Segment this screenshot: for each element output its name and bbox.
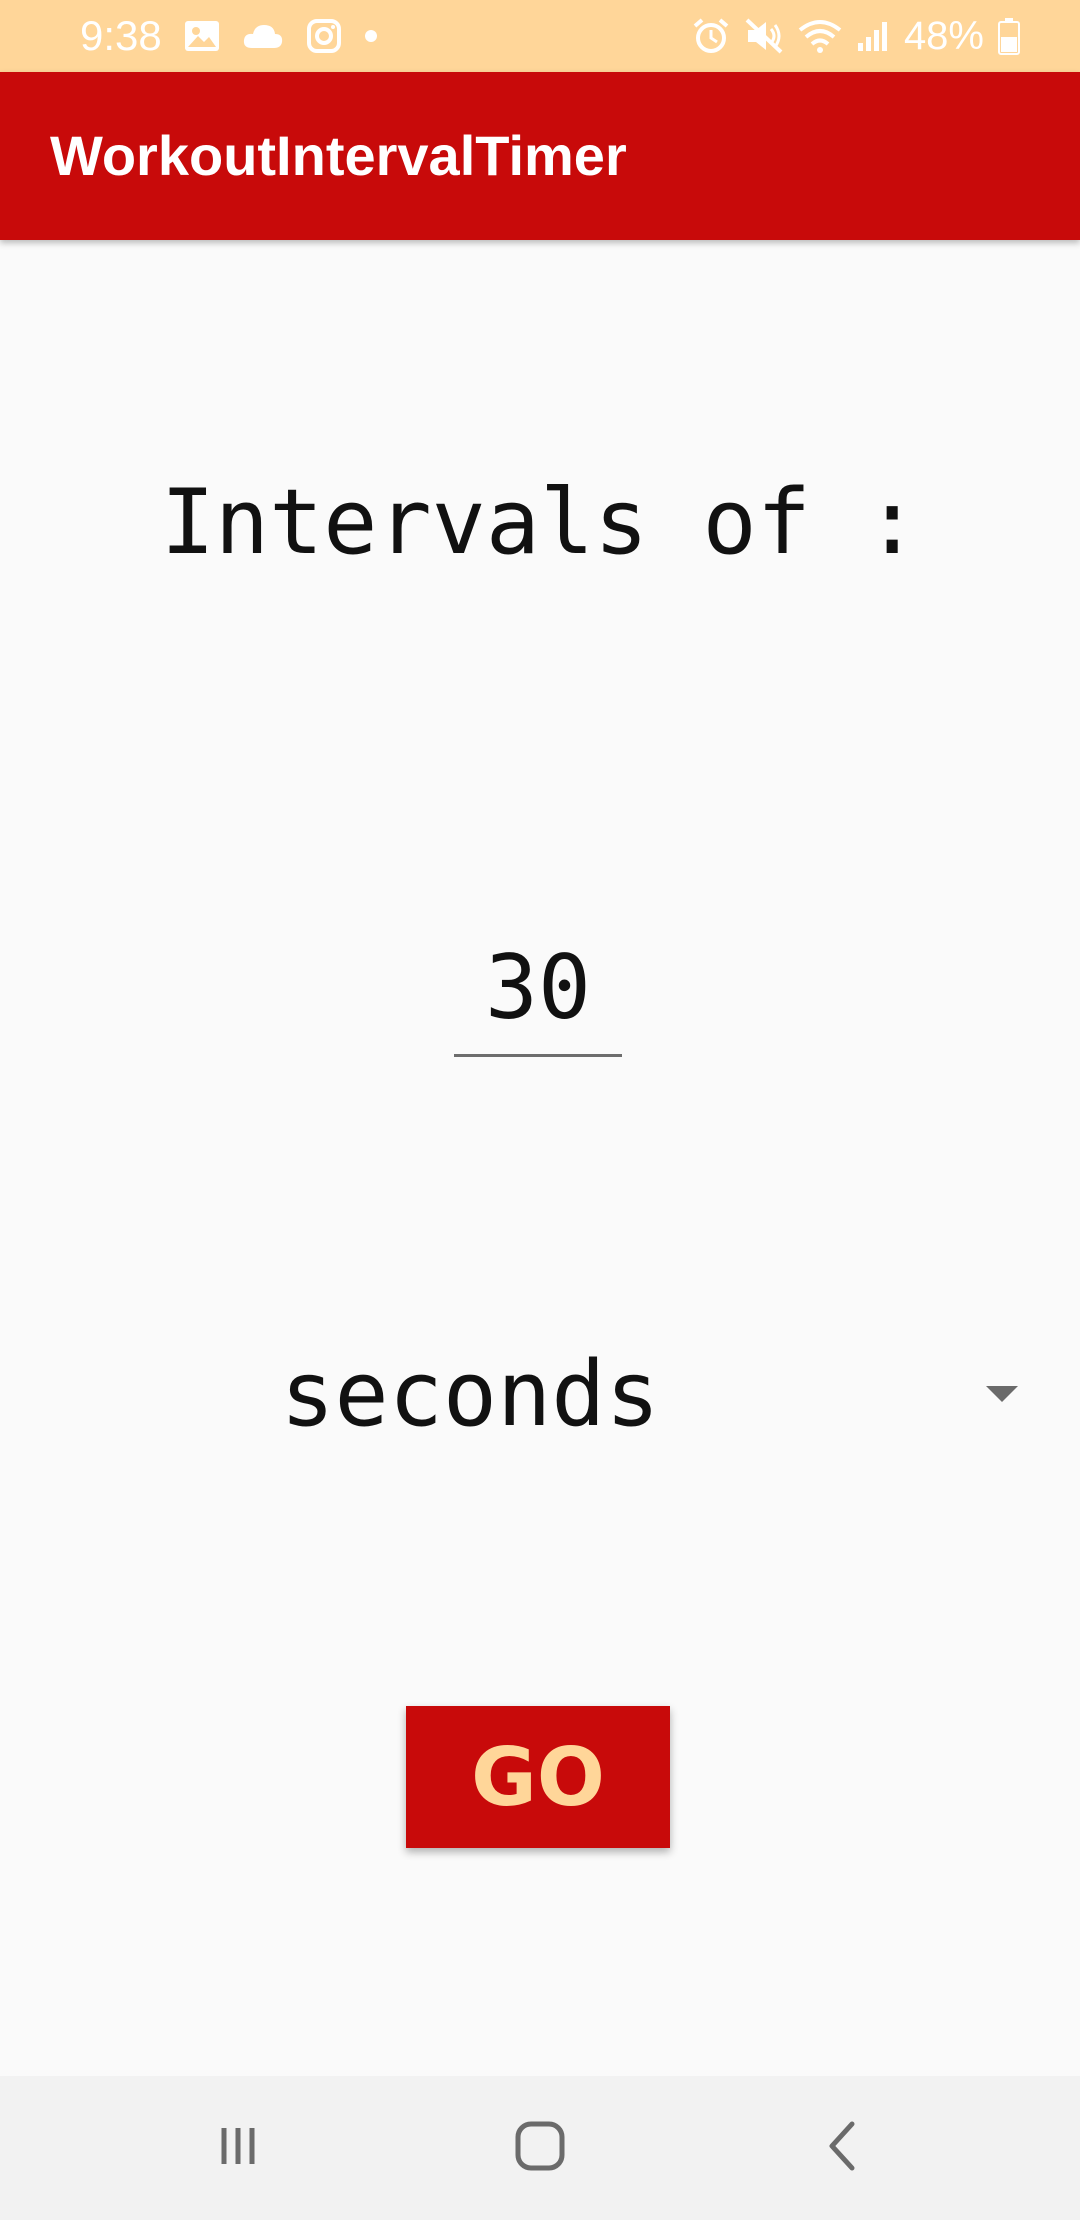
app-bar: WorkoutIntervalTimer [0, 72, 1080, 240]
recents-icon [214, 2122, 262, 2174]
gallery-icon [184, 20, 220, 52]
intervals-label: Intervals of : [160, 470, 920, 575]
unit-spinner[interactable]: seconds [250, 1320, 1040, 1470]
interval-value-input[interactable] [454, 920, 622, 1057]
home-button[interactable] [460, 2076, 620, 2220]
back-icon [822, 2120, 862, 2176]
battery-icon [998, 17, 1020, 55]
status-bar: 9:38 [0, 0, 1080, 72]
status-time: 9:38 [80, 12, 162, 59]
dot-icon [364, 29, 378, 43]
app-title: WorkoutIntervalTimer [50, 124, 627, 187]
back-button[interactable] [762, 2076, 922, 2220]
wifi-icon [798, 18, 842, 54]
signal-icon [856, 19, 890, 53]
status-bar-right: 48% [692, 0, 1020, 72]
home-icon [514, 2120, 566, 2176]
unit-selected-text: seconds [280, 1342, 660, 1447]
navigation-bar [0, 2076, 1080, 2220]
instagram-icon [306, 18, 342, 54]
cloud-icon [242, 22, 284, 50]
recents-button[interactable] [158, 2076, 318, 2220]
mute-icon [744, 17, 784, 55]
dropdown-arrow-icon [986, 1386, 1018, 1402]
alarm-icon [692, 17, 730, 55]
go-button[interactable]: GO [406, 1706, 670, 1848]
status-bar-left: 9:38 [80, 0, 378, 72]
battery-percent: 48% [903, 13, 984, 58]
